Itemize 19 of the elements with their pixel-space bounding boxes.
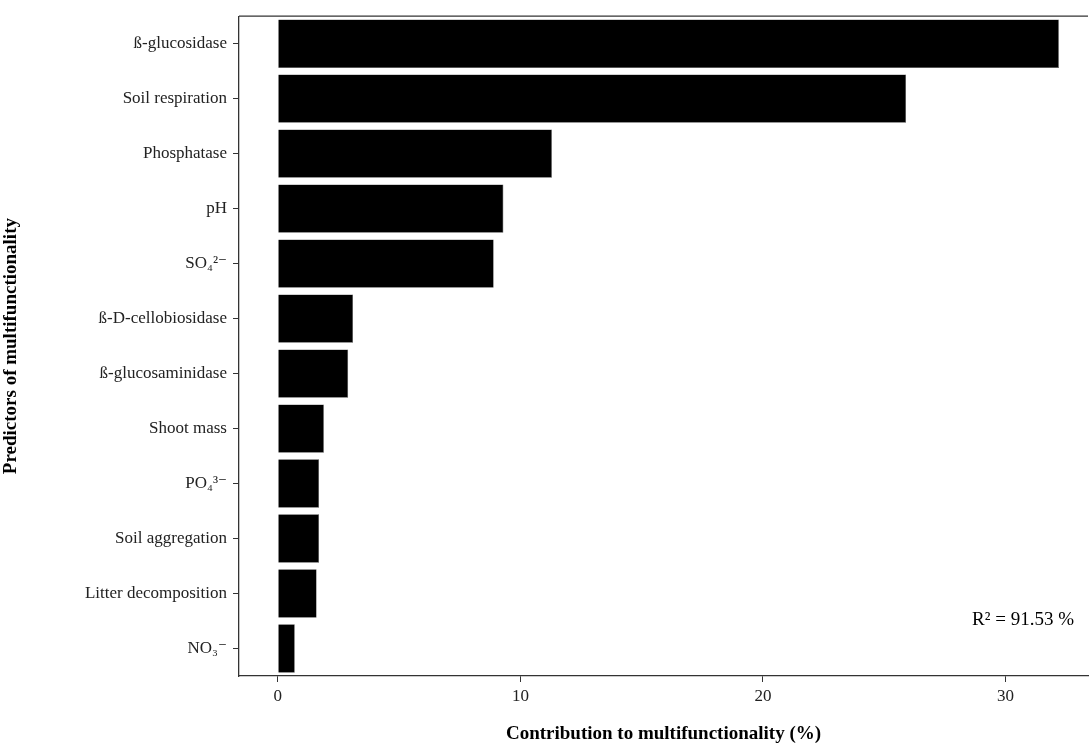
y-tick-label: Litter decomposition xyxy=(84,582,228,602)
y-tick-label: Soil respiration xyxy=(122,88,228,108)
x-tick-label: 20 xyxy=(754,685,772,705)
y-tick-label: NO₃⁻ xyxy=(187,637,227,657)
y-tick-label: ß-glucosidase xyxy=(133,33,227,53)
y-tick-label: pH xyxy=(206,198,227,218)
y-tick-label: ß-glucosaminidase xyxy=(99,363,227,383)
y-tick-label: Phosphatase xyxy=(142,143,227,163)
x-tick-label: 0 xyxy=(273,685,283,705)
x-tick-label: 30 xyxy=(997,685,1015,705)
x-axis-title: Contribution to multifunctionality (%) xyxy=(505,721,822,744)
x-tick-label: 10 xyxy=(511,685,529,705)
y-axis-title: Predictors of multifunctionality xyxy=(0,217,21,475)
y-tick-label: SO₄²⁻ xyxy=(185,253,227,273)
y-tick-label: PO₄³⁻ xyxy=(185,473,227,493)
y-tick-label: Shoot mass xyxy=(149,418,227,438)
y-tick-label: ß-D-cellobiosidase xyxy=(98,308,227,328)
y-tick-label: Soil aggregation xyxy=(115,528,228,548)
annotation: R² = 91.53 % xyxy=(972,607,1075,629)
